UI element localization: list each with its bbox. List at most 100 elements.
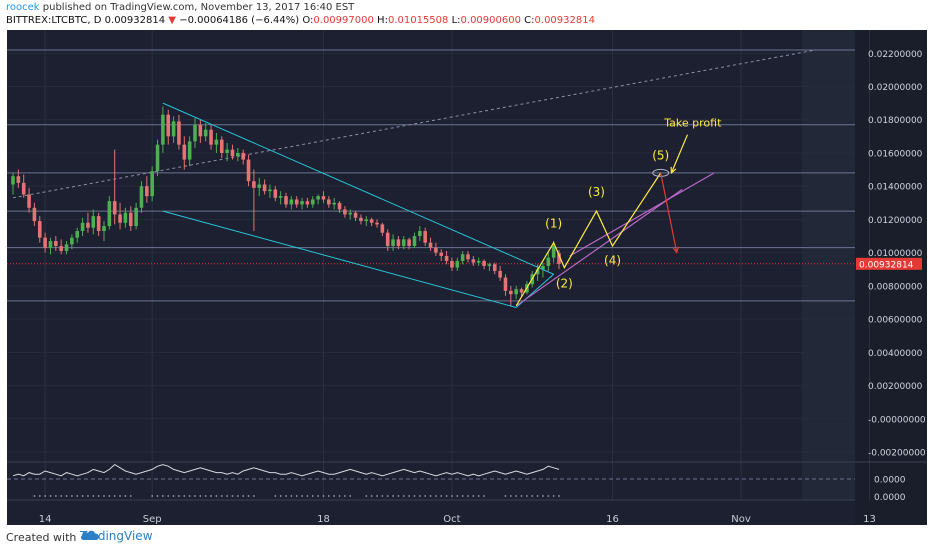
candle bbox=[64, 241, 69, 255]
indicator-dot bbox=[215, 495, 218, 497]
candle-body bbox=[385, 232, 390, 246]
annotation-arrow-shaft bbox=[670, 134, 689, 174]
candle-body bbox=[450, 260, 454, 268]
candle bbox=[80, 217, 85, 237]
indicator-dot bbox=[81, 495, 84, 497]
indicator-line bbox=[12, 463, 560, 477]
chart-area[interactable]: 14Sep18Oct16Nov13Dec1820180.022000000.02… bbox=[7, 30, 927, 525]
indicator-dot bbox=[220, 495, 223, 497]
tradingview-logo[interactable]: TradingView bbox=[80, 529, 153, 543]
candle bbox=[193, 118, 197, 148]
candle bbox=[198, 119, 203, 143]
candle-body bbox=[300, 201, 304, 205]
candle bbox=[134, 202, 138, 230]
x-tick-label: Sep bbox=[143, 514, 162, 525]
indicator-dot bbox=[156, 495, 159, 497]
low-label: L: bbox=[451, 15, 461, 26]
candle-body bbox=[375, 222, 379, 225]
candle-body bbox=[118, 214, 122, 223]
indicator-dot bbox=[92, 495, 95, 497]
indicator-dot bbox=[451, 495, 453, 497]
candle bbox=[230, 144, 235, 160]
candle-body bbox=[434, 247, 438, 253]
wave-label: (5) bbox=[652, 149, 669, 163]
indicator-dot bbox=[483, 495, 485, 497]
candle bbox=[353, 211, 358, 222]
indicator-dot bbox=[536, 495, 539, 497]
indicator-tick-label: 0.0000 bbox=[874, 493, 906, 503]
y-tick-label: -0.00200000 bbox=[868, 449, 926, 459]
price-chart[interactable]: 14Sep18Oct16Nov13Dec1820180.022000000.02… bbox=[7, 30, 927, 525]
candle bbox=[514, 285, 518, 300]
indicator-dot bbox=[295, 495, 298, 497]
indicator-dot bbox=[167, 495, 170, 497]
indicator-dot bbox=[97, 495, 100, 497]
candle-body bbox=[236, 152, 240, 157]
channel-line-lower bbox=[162, 210, 517, 308]
indicator-dot bbox=[306, 495, 309, 497]
candle bbox=[327, 196, 331, 208]
indicator-dot bbox=[178, 495, 180, 497]
candle-body bbox=[48, 241, 53, 248]
candle bbox=[75, 227, 80, 243]
candle bbox=[102, 221, 106, 242]
candle bbox=[123, 207, 128, 228]
candle bbox=[310, 196, 315, 208]
candle-body bbox=[230, 149, 235, 157]
candle-body bbox=[16, 176, 21, 183]
candle-body bbox=[257, 184, 262, 188]
candle-body bbox=[59, 246, 63, 251]
candle bbox=[385, 229, 390, 251]
indicator-dot bbox=[76, 495, 79, 497]
candle bbox=[236, 147, 240, 162]
y-tick-label: 0.01400000 bbox=[868, 183, 923, 193]
candle-body bbox=[37, 221, 42, 238]
candle-body bbox=[107, 201, 112, 227]
candle bbox=[219, 136, 224, 158]
candle-body bbox=[134, 207, 138, 227]
indicator-dot bbox=[504, 495, 507, 497]
author-link[interactable]: roocek bbox=[6, 2, 40, 13]
indicator-dot bbox=[424, 495, 427, 497]
candle bbox=[423, 227, 427, 246]
candle bbox=[492, 262, 497, 275]
y-tick-label: 0.00600000 bbox=[868, 316, 923, 326]
candle bbox=[439, 249, 444, 261]
indicator-dots bbox=[33, 495, 560, 497]
candle-body bbox=[423, 231, 427, 243]
candle bbox=[359, 214, 363, 225]
indicator-dot bbox=[242, 495, 245, 497]
candle-body bbox=[551, 246, 556, 258]
y-tick-label: 0.00400000 bbox=[868, 349, 923, 359]
x-tick-label: Nov bbox=[731, 514, 751, 525]
indicator-dot bbox=[113, 495, 116, 497]
dotted-trendline bbox=[12, 49, 817, 199]
candle-body bbox=[535, 269, 540, 275]
y-tick-label: 0.00800000 bbox=[868, 282, 923, 292]
candle bbox=[128, 206, 133, 232]
candle bbox=[284, 192, 288, 208]
candle bbox=[203, 123, 208, 142]
candle bbox=[316, 194, 320, 205]
candle bbox=[273, 186, 278, 202]
candle bbox=[166, 109, 171, 145]
candle bbox=[91, 209, 96, 235]
indicator-dot bbox=[210, 495, 212, 497]
candle-body bbox=[262, 184, 267, 192]
close-value: 0.00932814 bbox=[534, 15, 595, 26]
candle bbox=[391, 234, 395, 251]
candle bbox=[300, 197, 304, 210]
candle bbox=[444, 250, 449, 265]
candle-body bbox=[364, 219, 369, 222]
indicator-dot bbox=[509, 495, 512, 497]
open-value: 0.00997000 bbox=[313, 15, 374, 26]
candle bbox=[48, 237, 53, 255]
candle bbox=[375, 219, 379, 228]
wave-label: (2) bbox=[556, 277, 573, 291]
candle-body bbox=[369, 219, 374, 223]
wave-label: (3) bbox=[588, 185, 605, 199]
indicator-dot bbox=[247, 495, 250, 497]
indicator-dot bbox=[226, 495, 229, 497]
indicator-dot bbox=[252, 495, 255, 497]
candle bbox=[546, 252, 551, 271]
